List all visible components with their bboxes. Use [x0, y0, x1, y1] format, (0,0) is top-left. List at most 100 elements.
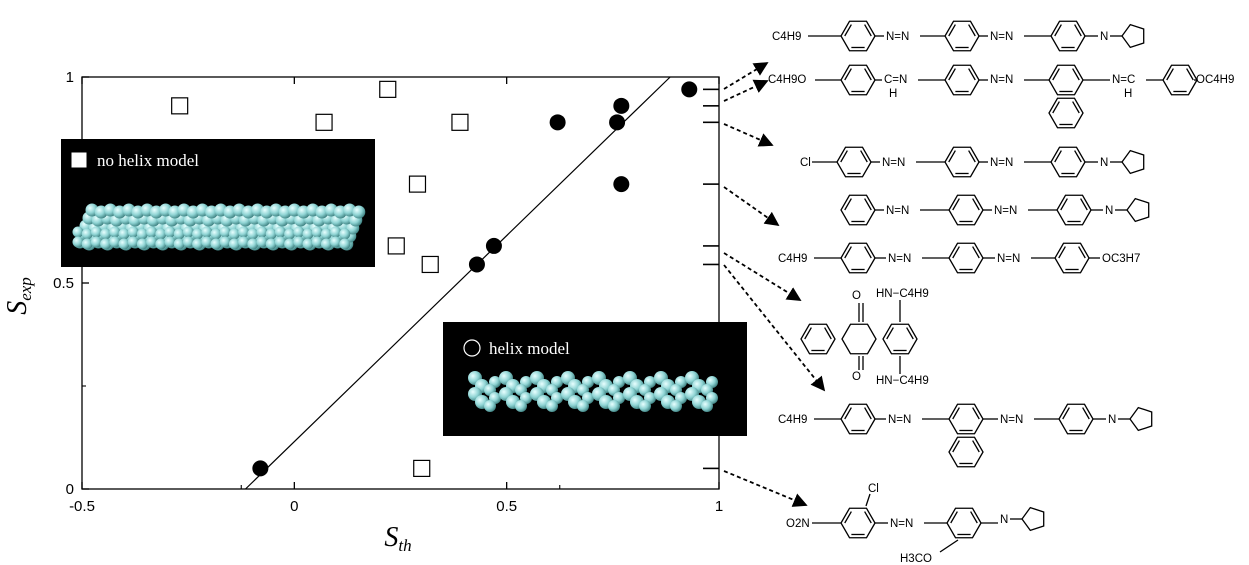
label-n: N [1105, 205, 1113, 217]
double-bond [844, 246, 852, 259]
arrow-6 [723, 264, 826, 392]
atom [219, 236, 231, 248]
y-tick-label: 0 [66, 481, 74, 498]
atom [311, 236, 323, 248]
benzene-ring [1056, 194, 1092, 226]
atom [247, 228, 259, 240]
label-cl: Cl [868, 483, 879, 495]
pyrrolidine-ring [1129, 406, 1153, 432]
label-cl: Cl [800, 157, 811, 169]
benzene-ring [944, 64, 980, 96]
atom [146, 226, 158, 238]
atom [136, 228, 148, 240]
label-oc4h9: OC4H9 [1196, 74, 1234, 86]
double-bond [1078, 246, 1086, 259]
atom [100, 238, 112, 250]
double-bond [844, 198, 852, 211]
atom [284, 238, 296, 250]
double-bond [1080, 198, 1088, 211]
label-azo: N=N [882, 157, 905, 169]
benzene-ring [840, 20, 876, 52]
label-azo: N=N [886, 31, 909, 43]
atom [109, 226, 121, 238]
atom [228, 238, 240, 250]
y-tick-label: 1 [66, 69, 74, 86]
atom [192, 228, 204, 240]
label-h3co: H3CO [900, 553, 932, 565]
double-bond [968, 150, 976, 163]
data-point-helix [613, 97, 630, 114]
atom [164, 226, 176, 238]
arrow-2 [723, 79, 769, 102]
label-azo: N=N [990, 31, 1013, 43]
label-h: H [1124, 88, 1132, 100]
double-bond [970, 511, 978, 524]
atom [72, 236, 84, 248]
double-bond [972, 198, 980, 211]
label-azo: N=N [888, 414, 911, 426]
atom [256, 226, 268, 238]
data-point-no-helix [387, 237, 405, 255]
atom [320, 228, 332, 240]
chemical-structures [800, 20, 1198, 553]
no-helix-molecule-image [72, 203, 366, 251]
benzene-ring [1162, 64, 1198, 96]
atom [302, 228, 314, 240]
atom [118, 238, 130, 250]
label-azo: N=N [888, 253, 911, 265]
pyrrolidine-ring [1121, 23, 1145, 49]
atom [201, 236, 213, 248]
double-bond [864, 68, 872, 81]
legend-open-square-marker [70, 151, 88, 169]
label-hn-c4h9: HN−C4H9 [876, 288, 929, 300]
double-bond [906, 327, 914, 340]
double-bond [804, 327, 812, 340]
benzene-ring [948, 242, 984, 274]
atom [352, 205, 366, 219]
double-bond [1052, 68, 1060, 81]
double-bond [864, 407, 872, 420]
double-bond [844, 24, 852, 37]
label-azo: N=N [997, 253, 1020, 265]
pyrrolidine-ring [1126, 197, 1150, 223]
double-bond [972, 246, 980, 259]
double-bond [1054, 24, 1062, 37]
double-bond [1082, 407, 1090, 420]
double-bond [972, 407, 980, 420]
fit-line-group [245, 76, 671, 490]
double-bond [948, 24, 956, 37]
double-bond [844, 407, 852, 420]
bond-line [939, 539, 959, 553]
fit-line [245, 76, 671, 490]
atom [219, 226, 231, 238]
double-bond [952, 440, 960, 453]
y-axis-label: Sexp [2, 277, 35, 315]
atom [192, 238, 204, 250]
benzene-ring [1048, 64, 1084, 96]
atom [284, 228, 296, 240]
atom [293, 236, 305, 248]
label-oc3h7: OC3H7 [1102, 253, 1140, 265]
benzene-ring [1050, 20, 1086, 52]
atom [201, 226, 213, 238]
label-azo: N=N [990, 157, 1013, 169]
label-n: N [1108, 414, 1116, 426]
double-bond [968, 24, 976, 37]
arrow-4 [723, 186, 780, 227]
double-bond [860, 150, 868, 163]
label-c4h9: C4H9 [772, 31, 801, 43]
atom [182, 226, 194, 238]
double-bond [1060, 198, 1068, 211]
data-point-helix [681, 81, 698, 98]
benzene-ring [840, 242, 876, 274]
double-bond [864, 246, 872, 259]
label-azo: N=N [990, 74, 1013, 86]
atom [577, 400, 589, 412]
double-bond [1054, 150, 1062, 163]
benzene-ring [1054, 242, 1090, 274]
right-axis-value-marks [703, 88, 719, 470]
no-helix-inset: no helix model [61, 139, 375, 267]
atom [164, 236, 176, 248]
double-bond [950, 511, 958, 524]
atom [608, 400, 620, 412]
